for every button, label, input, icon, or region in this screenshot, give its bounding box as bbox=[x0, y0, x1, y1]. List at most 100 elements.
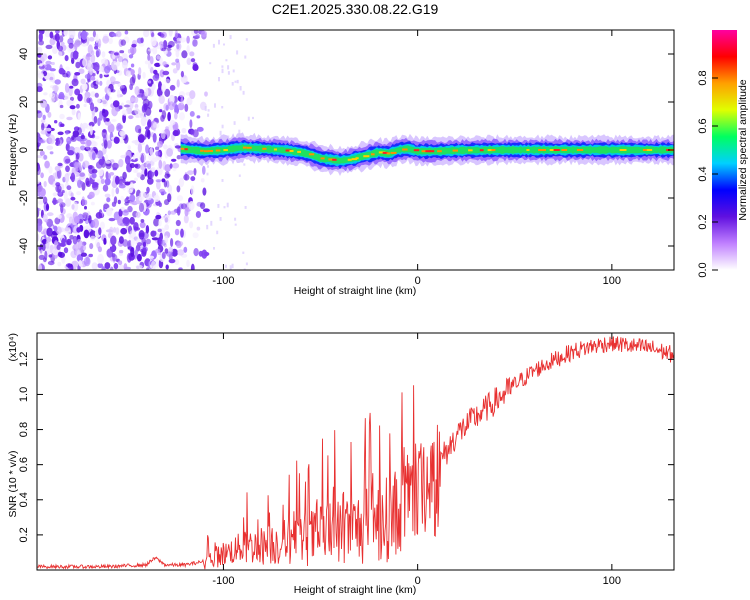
noise-blob bbox=[58, 67, 65, 75]
noise-blob bbox=[105, 154, 108, 162]
noise-blob bbox=[174, 259, 180, 265]
noise-blob bbox=[104, 120, 112, 126]
noise-blob bbox=[154, 62, 161, 67]
noise-blob bbox=[138, 67, 142, 76]
signal-core bbox=[526, 149, 530, 151]
noise-blob bbox=[116, 89, 121, 99]
noise-blob bbox=[57, 198, 63, 204]
noise-blob bbox=[179, 112, 185, 121]
noise-blob bbox=[104, 262, 111, 270]
noise-blob bbox=[106, 140, 112, 149]
noise-blob bbox=[50, 61, 55, 66]
noise-speck bbox=[236, 50, 239, 55]
signal-core bbox=[371, 153, 375, 156]
noise-blob bbox=[52, 172, 57, 180]
noise-blob bbox=[136, 94, 144, 98]
noise-blob bbox=[122, 113, 126, 124]
noise-blob bbox=[112, 54, 116, 60]
noise-blob bbox=[104, 65, 111, 74]
signal-core bbox=[390, 151, 397, 154]
noise-blob bbox=[172, 68, 178, 74]
noise-blob bbox=[102, 108, 106, 114]
noise-blob bbox=[69, 85, 74, 89]
noise-blob bbox=[99, 221, 105, 230]
noise-speck bbox=[219, 130, 222, 136]
noise-blob bbox=[187, 170, 194, 176]
noise-blob bbox=[37, 142, 40, 152]
noise-blob bbox=[112, 254, 118, 262]
noise-speck bbox=[214, 103, 216, 108]
signal-core bbox=[642, 149, 649, 151]
noise-blob bbox=[65, 66, 70, 71]
noise-blob bbox=[102, 184, 109, 192]
signal-core bbox=[549, 149, 554, 151]
noise-blob bbox=[160, 129, 166, 140]
noise-blob bbox=[103, 237, 107, 245]
noise-blob bbox=[118, 264, 125, 270]
noise-blob bbox=[118, 105, 123, 110]
noise-blob bbox=[98, 227, 102, 236]
noise-blob bbox=[172, 130, 179, 137]
noise-blob bbox=[56, 139, 61, 145]
noise-blob bbox=[73, 216, 80, 224]
noise-blob bbox=[117, 199, 121, 205]
noise-speck bbox=[245, 38, 248, 41]
noise-blob bbox=[47, 111, 52, 118]
noise-blob bbox=[176, 185, 181, 193]
noise-blob bbox=[138, 202, 145, 213]
noise-blob bbox=[121, 85, 125, 89]
signal-core bbox=[452, 149, 458, 152]
noise-blob bbox=[176, 60, 181, 71]
noise-blob bbox=[43, 154, 48, 160]
noise-blob bbox=[99, 80, 103, 86]
noise-blob bbox=[45, 240, 50, 249]
noise-blob bbox=[44, 160, 50, 169]
y-tick-label: 0.8 bbox=[18, 422, 30, 437]
snr-ticks: -100 0 100 0.2 0.4 0.6 0.8 1.0 1.2 bbox=[18, 333, 674, 587]
noise-blob bbox=[65, 263, 73, 268]
noise-blob bbox=[189, 119, 193, 129]
noise-blob bbox=[49, 151, 54, 155]
noise-blob bbox=[180, 203, 188, 210]
y-tick-label: 40 bbox=[18, 48, 30, 60]
noise-blob bbox=[156, 180, 161, 190]
noise-blob bbox=[163, 180, 167, 188]
noise-speck bbox=[223, 206, 226, 209]
noise-blob bbox=[78, 68, 85, 74]
noise-blob bbox=[49, 31, 54, 39]
noise-blob bbox=[69, 234, 74, 240]
colorbar-tick-label: 0.6 bbox=[697, 118, 709, 133]
noise-blob bbox=[71, 135, 75, 141]
noise-blob bbox=[200, 202, 206, 210]
noise-speck bbox=[218, 39, 220, 45]
noise-blob bbox=[58, 51, 63, 57]
noise-blob bbox=[86, 97, 91, 104]
noise-blob bbox=[200, 178, 205, 183]
noise-speck bbox=[224, 264, 227, 268]
y-tick-label: 1.0 bbox=[18, 387, 30, 402]
noise-blob bbox=[147, 54, 151, 61]
signal-core bbox=[273, 148, 277, 151]
noise-blob bbox=[60, 41, 65, 46]
signal-core bbox=[378, 151, 386, 154]
noise-speck bbox=[212, 43, 215, 48]
noise-blob bbox=[164, 88, 171, 97]
noise-blob bbox=[93, 62, 100, 72]
noise-speck bbox=[213, 247, 215, 250]
noise-blob bbox=[146, 267, 150, 270]
noise-blob bbox=[48, 134, 56, 145]
x-tick-label: -100 bbox=[212, 275, 234, 287]
noise-blob bbox=[164, 78, 170, 84]
noise-blob bbox=[147, 163, 152, 170]
snr-frame bbox=[36, 332, 675, 571]
noise-blob bbox=[170, 120, 176, 126]
noise-blob bbox=[137, 134, 145, 143]
noise-blob bbox=[115, 187, 120, 195]
snr-line bbox=[37, 336, 674, 570]
noise-speck bbox=[207, 165, 209, 168]
noise-blob bbox=[159, 57, 163, 67]
noise-blob bbox=[180, 228, 184, 238]
signal-core bbox=[215, 149, 221, 152]
noise-blob bbox=[192, 64, 199, 71]
noise-blob bbox=[86, 62, 94, 72]
